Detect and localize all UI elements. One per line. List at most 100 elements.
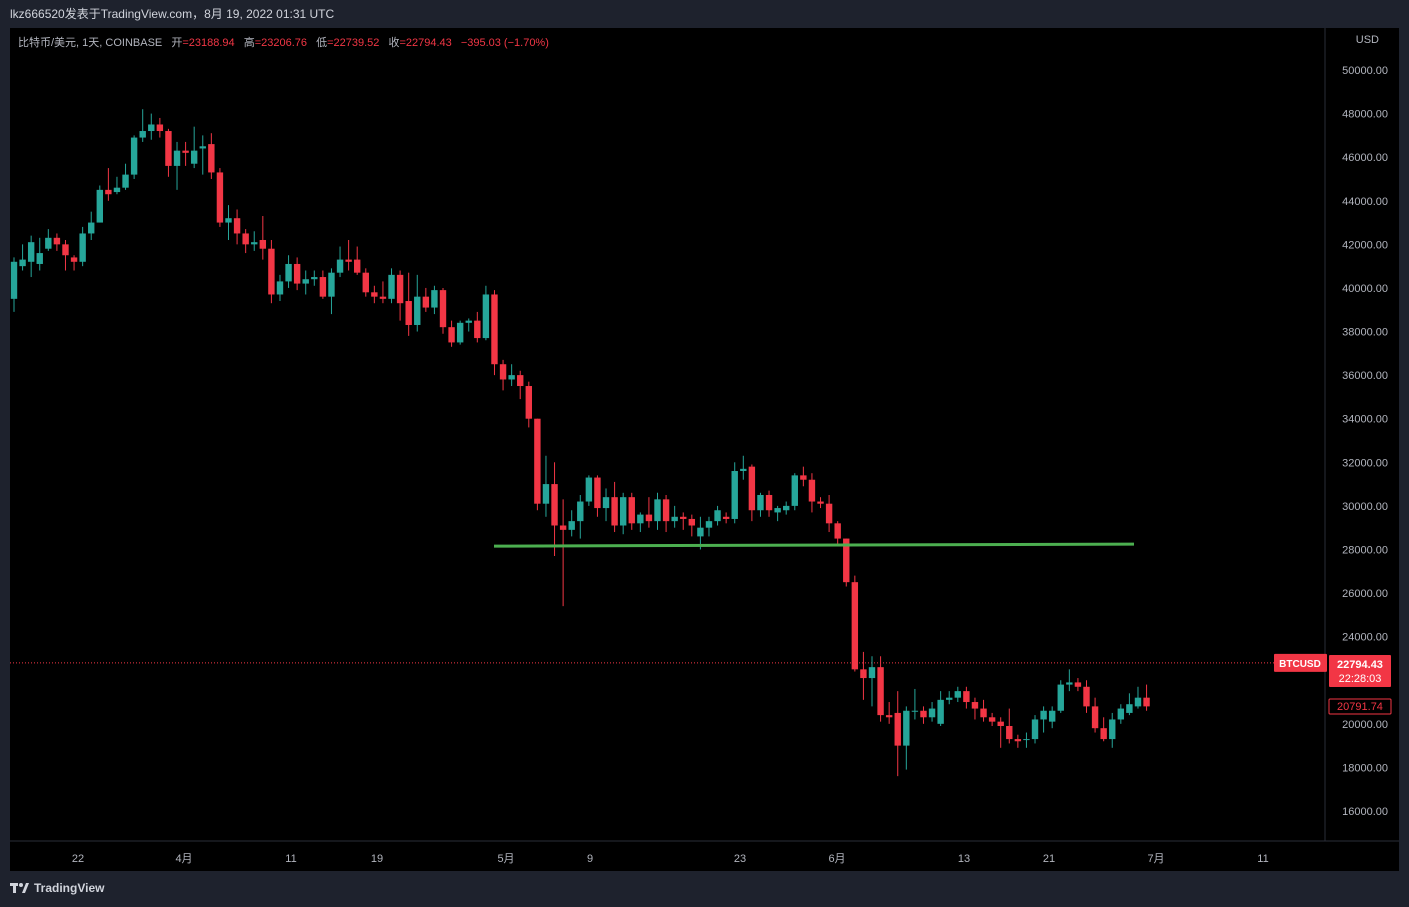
last-price-text: 22794.43	[1337, 659, 1383, 671]
time-tick-label: 11	[1257, 853, 1268, 865]
candle-down	[233, 218, 241, 234]
candle-up	[577, 501, 584, 522]
time-axis[interactable]: 22 4月 11 19 5月 9 23 6月 13 21 7月 11	[72, 853, 1269, 865]
candle-down	[1083, 686, 1090, 707]
candle-down	[843, 538, 850, 583]
candle-down	[559, 525, 567, 530]
candle-down	[319, 277, 327, 297]
candle-up	[96, 189, 103, 223]
candle-up	[637, 514, 644, 524]
legend-open-value: =23188.94	[182, 37, 235, 49]
candle-up	[122, 174, 129, 188]
candle-down	[1006, 726, 1013, 740]
candle-up	[482, 294, 490, 339]
legend-symbol: 比特币/美元, 1天, COINBASE	[18, 37, 163, 49]
tradingview-brand: TradingView	[34, 881, 105, 895]
candle-down	[474, 320, 481, 339]
candle-up	[740, 468, 747, 472]
price-tick-label: 24000.00	[1342, 632, 1388, 644]
candle-up	[542, 484, 550, 504]
candle-down	[1143, 697, 1150, 707]
time-tick-label: 19	[371, 853, 383, 865]
candle-down	[594, 477, 601, 509]
candle-up	[1057, 684, 1064, 711]
candle-down	[877, 667, 884, 716]
support-trendline[interactable]	[493, 542, 1135, 548]
candle-up	[1126, 704, 1133, 713]
legend-high-label: 高	[243, 37, 255, 49]
time-tick-label: 11	[285, 853, 296, 865]
candle-up	[190, 150, 198, 164]
time-tick-label: 22	[72, 853, 84, 865]
candle-up	[88, 222, 95, 234]
candle-up	[465, 320, 472, 323]
price-tick-label: 48000.00	[1342, 109, 1388, 121]
candle-down	[517, 375, 524, 387]
candle-down	[293, 263, 301, 284]
candle-down	[259, 239, 267, 249]
candle-up	[868, 667, 876, 679]
candle-down	[834, 523, 841, 539]
candle-up	[431, 290, 438, 308]
candle-down	[963, 691, 970, 703]
candle-up	[1109, 719, 1116, 740]
candle-down	[422, 296, 430, 308]
time-tick-label: 7月	[1147, 853, 1164, 865]
candle-down	[920, 710, 927, 718]
candle-down	[208, 144, 215, 173]
price-tick-label: 40000.00	[1342, 283, 1388, 295]
candle-down	[362, 272, 369, 293]
candle-up	[388, 274, 395, 299]
candle-down	[405, 301, 412, 325]
candle-up	[783, 505, 790, 511]
legend-close-value: =22794.43	[399, 37, 452, 49]
candle-down	[105, 189, 112, 195]
symbol-tag	[1274, 653, 1327, 672]
candle-down	[379, 296, 387, 299]
candle-up	[568, 521, 575, 530]
price-tick-label: 36000.00	[1342, 370, 1388, 382]
candle-up	[251, 242, 258, 245]
candlestick-chart[interactable]: 50000.00 48000.00 46000.00 44000.00 42000.00…	[10, 28, 1399, 871]
candle-down	[1091, 706, 1099, 729]
legend-low-value: =22739.52	[327, 37, 380, 49]
candle-up	[619, 497, 627, 526]
candle-down	[851, 582, 859, 670]
candle-down	[628, 497, 635, 524]
candle-up	[336, 259, 344, 273]
candle-down	[988, 717, 996, 722]
ohlc-legend: 比特币/美元, 1天, COINBASE 开=23188.94 高=23206.…	[18, 34, 549, 50]
tradingview-logo[interactable]: TradingView	[10, 881, 104, 895]
candle-up	[903, 710, 910, 746]
candle-down	[980, 708, 987, 718]
candle-down	[825, 503, 833, 524]
candle-up	[1031, 719, 1039, 740]
candle-down	[645, 514, 653, 522]
candle-down	[345, 259, 352, 262]
time-tick-label: 23	[734, 853, 746, 865]
candle-down	[1100, 728, 1107, 740]
candle-up	[113, 187, 121, 193]
candle-down	[216, 172, 224, 223]
price-tick-label: 34000.00	[1342, 414, 1388, 426]
candle-down	[748, 466, 756, 511]
candle-up	[954, 691, 961, 698]
time-tick-label: 5月	[497, 853, 514, 865]
candle-down	[439, 290, 447, 328]
candle-up	[302, 279, 309, 284]
candle-down	[525, 386, 532, 419]
candle-down	[800, 475, 807, 480]
candle-up	[585, 477, 593, 502]
candle-up	[285, 263, 292, 282]
candle-down	[165, 131, 172, 166]
previous-level-tag	[1328, 698, 1392, 715]
candle-down	[62, 244, 69, 256]
candle-up	[791, 475, 798, 506]
chart-pane[interactable]: 比特币/美元, 1天, COINBASE 开=23188.94 高=23206.…	[10, 28, 1399, 871]
candle-up	[697, 527, 704, 537]
candle-down	[491, 294, 498, 365]
legend-high-value: =23206.76	[254, 37, 307, 49]
candle-up	[79, 233, 86, 262]
time-tick-label: 9	[587, 853, 593, 865]
